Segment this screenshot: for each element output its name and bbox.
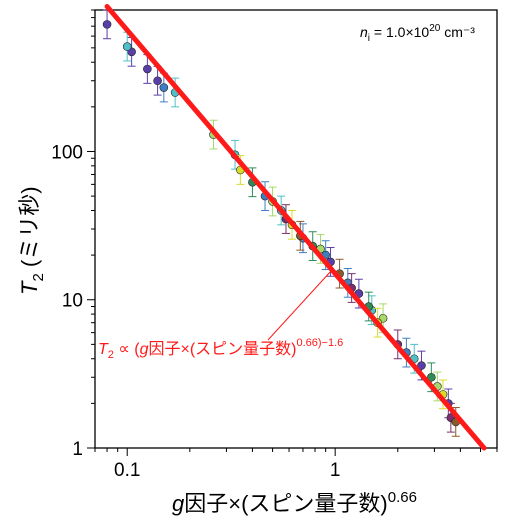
data-point: [143, 54, 152, 84]
y-tick-label: 1: [72, 439, 83, 460]
data-point: [159, 72, 169, 103]
y-axis-title: T2 (ミリ秒): [17, 186, 47, 295]
x-axis-title: g因子×(スピン量子数)0.66: [172, 489, 417, 516]
y-tick-label: 10: [62, 291, 83, 312]
marker: [143, 64, 152, 74]
marker: [153, 76, 162, 86]
marker: [417, 361, 426, 370]
x-tick-label: 1: [330, 460, 341, 481]
data-point: [248, 167, 257, 198]
fit-pointer-line: [267, 269, 333, 341]
y-tick-label: 100: [51, 142, 83, 163]
ticks: 0.1 1 1 10 100: [51, 9, 498, 481]
marker: [122, 42, 132, 51]
fit-line: [104, 4, 487, 451]
data-point: [417, 350, 426, 381]
data-points: [102, 9, 461, 437]
data-point: [102, 9, 112, 40]
marker: [159, 83, 169, 92]
marker: [102, 20, 112, 29]
density-annotation: ni = 1.0×1020 cm⁻³: [360, 23, 475, 44]
x-tick-label: 0.1: [114, 460, 140, 481]
fit-label: T2 ∝ (g因子×(スピン量子数)0.66)−1.6: [98, 337, 343, 361]
marker: [427, 372, 436, 382]
